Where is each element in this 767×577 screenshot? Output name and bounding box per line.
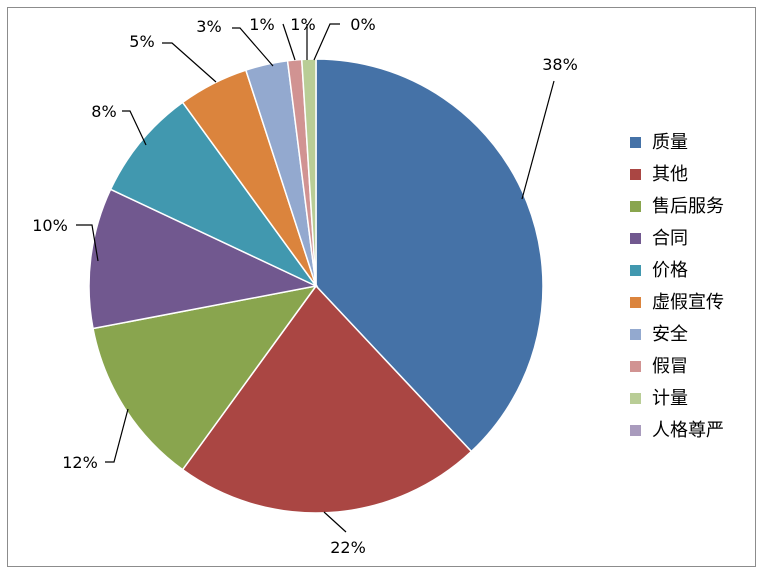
legend-label: 价格: [652, 260, 688, 281]
leader-lines: [76, 23, 555, 533]
data-label: 10%: [32, 216, 68, 235]
leader-line: [323, 511, 347, 533]
pie-slice: [88, 188, 319, 330]
legend-swatch: [630, 137, 641, 148]
legend-label: 其他: [652, 164, 688, 185]
data-label: 12%: [62, 453, 98, 472]
leader-line: [162, 42, 217, 83]
leader-line: [282, 23, 296, 61]
pie-slice: [181, 284, 473, 514]
leader-line: [313, 23, 340, 61]
legend-swatch: [630, 201, 641, 212]
legend-swatch: [630, 265, 641, 276]
legend-swatch: [630, 425, 641, 436]
data-labels: 38% 22% 12% 10% 8% 5% 3% 1% 1% 0%: [32, 15, 578, 557]
leader-line: [105, 408, 129, 463]
legend-label: 质量: [652, 132, 688, 153]
legend-label: 计量: [652, 388, 688, 409]
legend-label: 虚假宣传: [652, 292, 724, 313]
legend-label: 售后服务: [652, 196, 724, 217]
leader-line: [521, 80, 555, 200]
leader-line: [76, 224, 99, 262]
legend-label: 安全: [652, 324, 688, 345]
data-label: 8%: [91, 102, 116, 121]
data-label: 1%: [290, 15, 315, 34]
pie-slice: [92, 284, 318, 471]
pie-slice: [109, 101, 317, 287]
pie-slices: [88, 58, 544, 514]
pie-slice: [315, 58, 544, 453]
data-label: 3%: [196, 17, 221, 36]
legend-swatch: [630, 233, 641, 244]
data-label: 22%: [330, 538, 366, 557]
legend-swatch: [630, 169, 641, 180]
legend-label: 假冒: [652, 356, 688, 377]
leader-line: [122, 110, 147, 146]
pie-slice: [300, 58, 317, 287]
legend-swatch: [630, 393, 641, 404]
legend-swatch: [630, 329, 641, 340]
legend-swatch: [630, 361, 641, 372]
data-label: 0%: [350, 15, 375, 34]
data-label: 38%: [542, 55, 578, 74]
legend-swatch: [630, 297, 641, 308]
legend-label: 合同: [652, 228, 688, 249]
data-label: 1%: [249, 15, 274, 34]
leader-line: [232, 27, 274, 67]
legend-label: 人格尊严: [652, 420, 724, 441]
data-label: 5%: [129, 32, 154, 51]
